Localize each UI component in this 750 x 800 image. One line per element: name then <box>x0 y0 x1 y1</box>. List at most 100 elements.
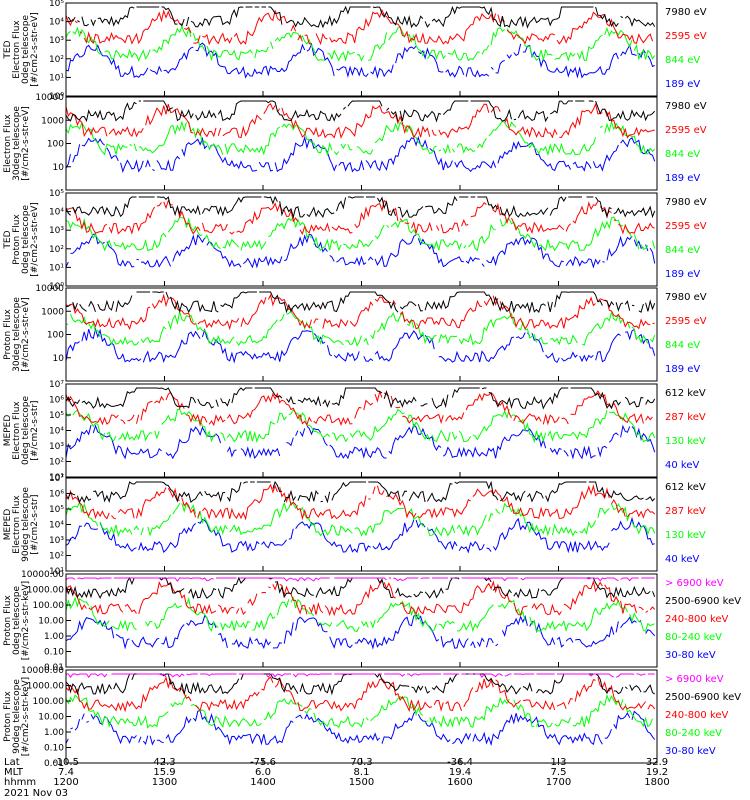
y-axis-label: [#/cm2-s-str] <box>30 494 40 554</box>
y-axis-label: Proton Flux <box>12 214 22 265</box>
y-tick-label: 10¹ <box>49 567 64 577</box>
y-tick-label: 10³ <box>49 536 64 546</box>
y-tick-label: 0.01 <box>44 759 64 769</box>
series-line <box>66 25 656 62</box>
series-line <box>66 483 656 521</box>
y-tick-label: 1000.00 <box>27 586 64 596</box>
orbit-tick-lat: 70.3 <box>350 757 372 768</box>
y-tick-label: 100 <box>47 140 64 150</box>
y-axis-label: 0deg telescope <box>21 396 31 466</box>
orbit-tick-hhmm: 1200 <box>53 777 78 788</box>
y-tick-label: 10² <box>49 552 64 562</box>
y-tick-label: 10⁴ <box>49 427 64 437</box>
legend-entry: 7980 eV <box>665 197 707 208</box>
panel-traces <box>66 195 656 269</box>
series-line <box>66 672 656 696</box>
legend-entry: 40 keV <box>665 460 699 471</box>
legend-entry: 30-80 keV <box>665 746 716 757</box>
legend-entry: 2500-6900 keV <box>665 596 741 607</box>
orbit-tick-mlt: 6.0 <box>255 767 271 778</box>
y-axis-label: 0deg telescope <box>21 15 31 85</box>
y-tick-label: 0.10 <box>44 648 64 658</box>
y-tick-label: 10¹ <box>49 73 64 83</box>
y-tick-label: 10000 <box>35 93 64 103</box>
panel-frame <box>65 287 658 382</box>
panel-frame <box>65 383 658 478</box>
legend-entry: 2595 eV <box>665 316 707 327</box>
y-axis-label: [#/cm2-s-str-eV] <box>30 202 40 277</box>
legend-entry: 189 eV <box>665 364 700 375</box>
y-tick-label: 10⁴ <box>49 18 64 28</box>
y-tick-label: 10.00 <box>38 617 64 627</box>
panel-7: 0.01 0.10 1.00 10.00 100.00 1000.00 10000.00 Pr… <box>3 570 741 673</box>
y-tick-label: 1.00 <box>44 632 64 642</box>
series-line <box>66 408 656 444</box>
orbit-tick-mlt: 19.4 <box>449 767 471 778</box>
orbit-tick-lat: 42.3 <box>153 757 175 768</box>
y-axis-label: MEPED <box>3 415 13 447</box>
panel-3: 10⁰ 10¹ 10² 10³ 10⁴ 10⁵ TED Proton Flux 0deg tel… <box>3 189 707 292</box>
orbit-tick-hhmm: 1300 <box>152 777 177 788</box>
y-tick-label: 10⁴ <box>49 521 64 531</box>
legend-entry: 844 eV <box>665 149 700 160</box>
orbit-tick-hhmm: 1700 <box>546 777 571 788</box>
y-tick-label: 10⁷ <box>49 474 64 484</box>
y-tick-label: 100.00 <box>33 697 65 707</box>
y-tick-label: 10⁵ <box>49 189 64 199</box>
series-line <box>66 100 656 123</box>
legend-entry: 240-800 keV <box>665 614 729 625</box>
panel-traces <box>66 672 656 747</box>
series-line <box>66 199 655 236</box>
series-line <box>66 293 655 331</box>
legend-entry: > 6900 keV <box>665 578 724 589</box>
y-axis-label: Electron Flux <box>12 401 22 460</box>
y-axis-label: 30deg telescope <box>12 297 22 372</box>
series-line <box>66 596 655 633</box>
orbit-tick-mlt: 15.9 <box>153 767 175 778</box>
y-axis-label: [#/cm2-s-str-eV] <box>30 12 40 87</box>
orbit-tick-lat: 32.9 <box>646 757 668 768</box>
series-line <box>67 5 656 29</box>
y-tick-label: 10⁰ <box>49 92 64 102</box>
panel-frame <box>65 573 658 668</box>
series-line <box>66 695 655 728</box>
y-tick-label: 10¹ <box>49 473 64 483</box>
y-tick-label: 1000.00 <box>27 682 64 692</box>
y-axis-label: 0deg telescope <box>21 205 31 275</box>
panel-8: 0.01 0.10 1.00 10.00 100.00 1000.00 10000.00 Pr… <box>3 666 741 769</box>
panel-5: 10¹ 10² 10³ 10⁴ 10⁵ 10⁶ 10⁷ MEPED Electron Flux 0… <box>3 380 706 483</box>
legend-entry: 189 eV <box>665 173 700 184</box>
panel-traces <box>66 480 656 554</box>
y-tick-label: 10⁶ <box>49 490 64 500</box>
legend-entry: 2595 eV <box>665 125 707 136</box>
date-label: 2021 Nov 03 <box>4 788 68 799</box>
series-line <box>66 673 655 679</box>
series-line <box>66 10 655 44</box>
y-axis-label: [#/cm2-s-str] <box>30 400 40 460</box>
panel-1: 10⁰ 10¹ 10² 10³ 10⁴ 10⁵ TED Electron Flux 0deg t… <box>3 0 707 102</box>
y-axis-label: 0deg telescope <box>12 586 22 656</box>
y-tick-label: 10² <box>49 55 64 65</box>
legend-entry: 40 keV <box>665 554 699 565</box>
y-axis-label: 90deg telescope <box>21 487 31 562</box>
panel-frame <box>65 477 658 572</box>
y-tick-label: 1000 <box>41 116 64 126</box>
orbit-tick-lat: -10.5 <box>53 757 79 768</box>
y-axis-label: [#/cm2-s-str-keV] <box>21 677 31 756</box>
series-line <box>66 215 656 252</box>
y-tick-label: 10⁶ <box>49 396 64 406</box>
y-tick-label: 0.10 <box>44 744 64 754</box>
series-line <box>66 676 656 713</box>
y-axis-label: [#/cm2-s-str-keV] <box>21 581 31 660</box>
panel-6: 10¹ 10² 10³ 10⁴ 10⁵ 10⁶ 10⁷ MEPED Electron Flux 9… <box>3 474 706 577</box>
y-axis-label: Electron Flux <box>12 20 22 79</box>
legend-entry: 287 keV <box>665 412 706 423</box>
y-axis-label: [#/cm2-s-str-eV] <box>21 297 31 372</box>
y-axis-label: Electron Flux <box>12 495 22 554</box>
lat-label: Lat <box>4 757 20 768</box>
y-tick-label: 1.00 <box>44 728 64 738</box>
orbit-tick-lat: -75.6 <box>250 757 276 768</box>
panel-4: 10 100 1000 10000 Proton Flux 30deg telescope… <box>3 284 707 382</box>
